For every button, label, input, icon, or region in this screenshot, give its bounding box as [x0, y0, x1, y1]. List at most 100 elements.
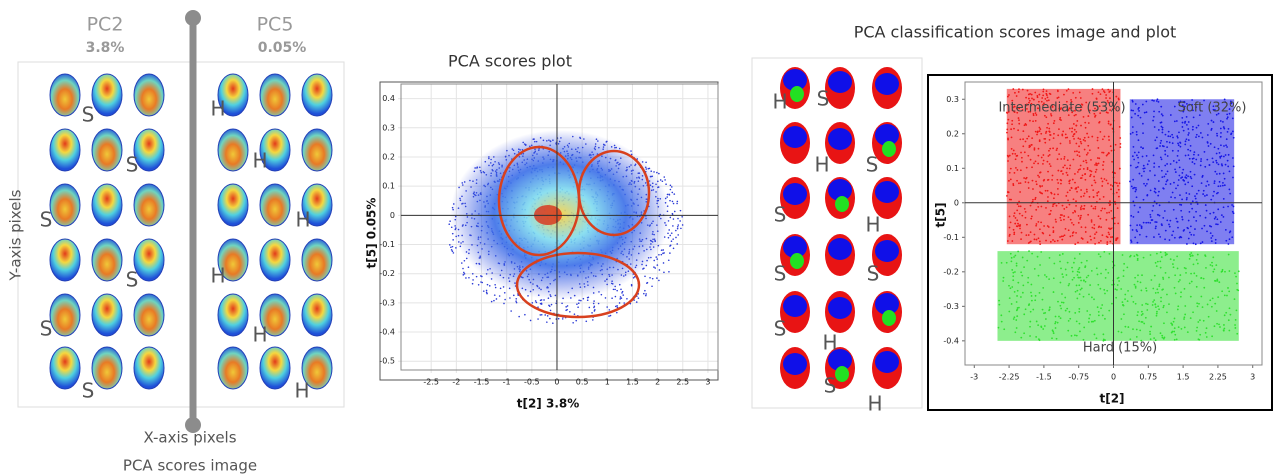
scatter-texture [659, 269, 661, 271]
scatter-texture [541, 314, 543, 316]
kernel-image [134, 184, 164, 226]
scatter-texture [472, 273, 474, 275]
y-tick-label: -0.1 [379, 240, 395, 249]
scatter-texture [578, 299, 580, 301]
scatter-texture [515, 298, 517, 300]
scatter-texture [673, 203, 675, 205]
scatter-texture [661, 249, 663, 251]
scatter-texture [572, 322, 574, 324]
kernel-region [783, 353, 807, 375]
scatter-texture [468, 277, 470, 279]
scatter-texture [663, 252, 665, 254]
scatter-texture [645, 295, 647, 297]
scatter-texture [481, 282, 483, 284]
scatter-texture [516, 302, 518, 304]
scatter-texture [677, 234, 679, 236]
kernel-region [790, 253, 804, 269]
scatter-texture [626, 298, 628, 300]
scatter-texture [537, 318, 539, 320]
kernel-image [260, 184, 290, 226]
scatter-texture [494, 284, 496, 286]
scatter-texture [671, 186, 673, 188]
scatter-texture [575, 320, 577, 322]
scatter-texture [546, 321, 548, 323]
scatter-texture [677, 201, 679, 203]
kernel-image [302, 294, 332, 336]
scatter-texture [674, 211, 676, 213]
scatter-texture [665, 183, 667, 185]
y-tick-label: 0.4 [382, 94, 395, 103]
scatter-texture [549, 318, 551, 320]
scatter-texture [513, 295, 515, 297]
scatter-texture [672, 225, 674, 227]
scatter-texture [593, 300, 595, 302]
class-letter: H [252, 149, 267, 173]
kernel-region [783, 295, 807, 317]
caption: PCA scores image [123, 457, 257, 475]
class-letter: S [867, 262, 880, 286]
scatter-texture [643, 293, 645, 295]
scatter-texture [651, 285, 653, 287]
kernel-region [828, 297, 852, 319]
scatter-texture [536, 302, 538, 304]
scatter-texture [452, 246, 454, 248]
scatter-texture [463, 272, 465, 274]
scatter-texture [552, 322, 554, 324]
scatter-texture [491, 301, 493, 303]
panel-title: PC2 [87, 14, 124, 36]
scatter-texture [462, 268, 464, 270]
kernel-image [218, 184, 248, 226]
x-axis-label: t[2] [1099, 392, 1124, 406]
kernel-image [134, 129, 164, 171]
kernel-region [828, 71, 852, 93]
scatter-texture [677, 218, 679, 220]
scatter-texture [673, 248, 675, 250]
class-letter: S [817, 87, 830, 111]
scatter-texture [593, 303, 595, 305]
class-letter: S [40, 317, 53, 341]
scatter-texture [649, 277, 651, 279]
class-letter: H [252, 323, 267, 347]
scatter-texture [524, 314, 526, 316]
scatter-texture [611, 297, 613, 299]
kernel-image [134, 347, 164, 389]
axis-label: X-axis pixels [143, 429, 236, 447]
x-tick-label: -2 [452, 378, 460, 387]
class-letter: H [210, 264, 225, 288]
scatter-texture [644, 276, 646, 278]
kernel-image [134, 239, 164, 281]
scatter-texture [664, 179, 666, 181]
kernel-region [790, 86, 804, 102]
scatter-texture [657, 264, 659, 266]
class-letter: H [822, 331, 837, 355]
scatter-texture [585, 320, 587, 322]
scatter-texture [663, 262, 665, 264]
scatter-texture [675, 230, 677, 232]
scatter-texture [619, 298, 621, 300]
scatter-texture [503, 303, 505, 305]
panel-percent: 0.05% [258, 40, 307, 56]
scatter-texture [682, 224, 684, 226]
y-tick-label: -0.3 [943, 302, 959, 311]
scatter-texture [472, 283, 474, 285]
scatter-texture [671, 232, 673, 234]
scatter-texture [669, 235, 671, 237]
x-tick-label: 1 [605, 378, 610, 387]
scatter-texture [670, 244, 672, 246]
class-letter: S [126, 268, 139, 292]
scatter-texture [656, 172, 658, 174]
scatter-texture [558, 318, 560, 320]
scatter-texture [500, 288, 502, 290]
class-letter: H [295, 208, 310, 232]
scatter-texture [565, 306, 567, 308]
scatter-texture [532, 302, 534, 304]
axis-label: Y-axis pixels [7, 189, 25, 281]
class-letter: H [865, 213, 880, 237]
scatter-texture [663, 272, 665, 274]
scatter-texture [487, 284, 489, 286]
class-letter: S [40, 208, 53, 232]
scatter-texture [672, 213, 674, 215]
x-tick-label: -1 [503, 378, 511, 387]
scatter-texture [610, 315, 612, 317]
scatter-texture [601, 294, 603, 296]
